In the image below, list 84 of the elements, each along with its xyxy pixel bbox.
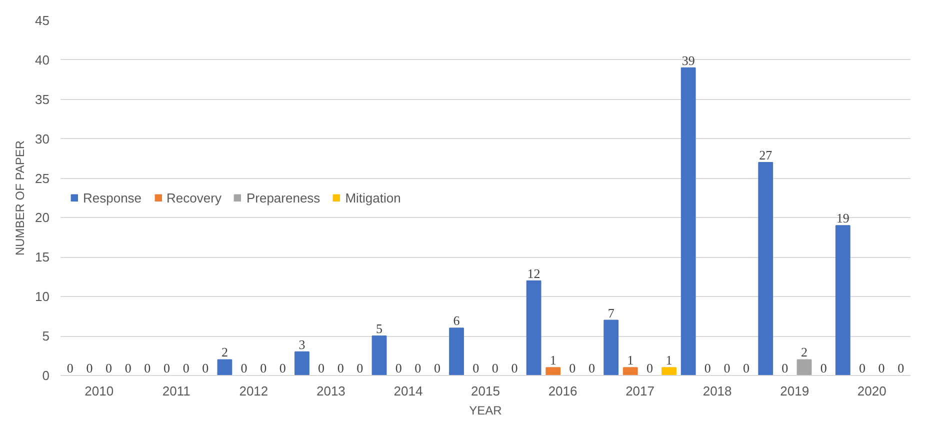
bar	[294, 351, 310, 376]
data-label: 39	[682, 52, 695, 68]
bar	[758, 162, 774, 376]
data-label: 0	[240, 360, 248, 376]
data-label: 19	[836, 210, 850, 226]
data-label: 0	[569, 360, 576, 376]
x-tick-label: 2019	[780, 384, 810, 398]
x-tick-label: 2017	[626, 384, 655, 398]
data-label: 6	[453, 313, 460, 328]
data-label: 0	[858, 360, 866, 376]
data-label: 1	[627, 352, 634, 368]
x-tick-label: 2016	[548, 384, 578, 398]
data-label: 2	[801, 344, 808, 360]
data-label: 0	[511, 360, 518, 376]
x-tick-label: 2010	[84, 384, 114, 398]
x-tick-label: 2012	[239, 384, 268, 398]
y-tick-label: 40	[35, 52, 50, 68]
data-label: 0	[724, 360, 730, 376]
x-tick-label: 2018	[702, 384, 732, 398]
data-label: 0	[86, 360, 93, 376]
data-label: 0	[434, 360, 440, 376]
bar	[662, 367, 676, 376]
data-label: 0	[318, 360, 325, 376]
y-tick-label: 35	[35, 92, 50, 107]
data-label: 0	[337, 360, 344, 376]
x-tick-label: 2015	[471, 384, 500, 398]
data-label: 0	[106, 360, 112, 376]
data-label: 0	[356, 360, 364, 376]
data-label: 0	[492, 360, 498, 376]
bar	[217, 359, 232, 376]
data-label: 0	[182, 360, 190, 376]
x-tick-label: 2011	[162, 384, 190, 398]
data-label: 3	[298, 336, 306, 352]
data-label: 0	[743, 360, 750, 376]
data-label: 0	[66, 360, 74, 376]
data-label: 0	[279, 360, 286, 376]
legend-label: Prepareness	[246, 190, 320, 205]
data-label: 0	[588, 360, 595, 376]
y-tick-label: 25	[35, 170, 50, 186]
bar	[546, 367, 561, 376]
legend-label: Recovery	[166, 190, 222, 205]
data-label: 0	[472, 360, 480, 376]
data-label: 0	[878, 360, 885, 376]
y-tick-label: 10	[35, 289, 50, 304]
data-label: 0	[144, 360, 151, 376]
data-label: 0	[260, 360, 267, 376]
legend-label: Mitigation	[345, 190, 401, 205]
data-label: 1	[666, 352, 672, 368]
data-label: 0	[898, 360, 904, 376]
x-tick-label: 2014	[394, 384, 423, 398]
data-label: 0	[124, 360, 132, 376]
y-tick-label: 30	[35, 131, 50, 146]
x-tick-label: 2013	[316, 384, 346, 398]
y-tick-label: 0	[42, 368, 50, 383]
y-tick-label: 20	[35, 210, 50, 226]
data-label: 7	[608, 305, 615, 320]
data-label: 0	[704, 360, 711, 376]
data-label: 0	[164, 360, 170, 376]
bar	[372, 336, 387, 376]
bar	[449, 328, 464, 376]
x-tick-label: 2020	[857, 384, 886, 398]
data-label: 5	[376, 321, 382, 336]
data-label: 1	[550, 352, 556, 368]
data-label: 0	[820, 360, 827, 376]
bar	[835, 225, 850, 376]
bar	[680, 67, 696, 376]
x-axis-title: YEAR	[469, 404, 502, 418]
data-label: 12	[527, 266, 540, 281]
data-label: 0	[395, 360, 402, 376]
data-label: 2	[221, 344, 228, 360]
data-label: 0	[646, 360, 653, 376]
bar	[526, 280, 542, 376]
data-label: 27	[759, 148, 773, 162]
y-tick-label: 5	[42, 328, 50, 344]
y-tick-label: 15	[35, 250, 50, 265]
data-label: 0	[414, 360, 422, 376]
data-label: 0	[202, 360, 209, 376]
data-label: 0	[782, 360, 788, 376]
y-axis-title: NUMBER OF PAPER	[13, 140, 28, 256]
bar	[796, 359, 812, 376]
legend-label: Response	[83, 190, 142, 205]
bar	[622, 367, 638, 376]
y-tick-label: 45	[35, 13, 50, 28]
bar	[604, 320, 619, 376]
